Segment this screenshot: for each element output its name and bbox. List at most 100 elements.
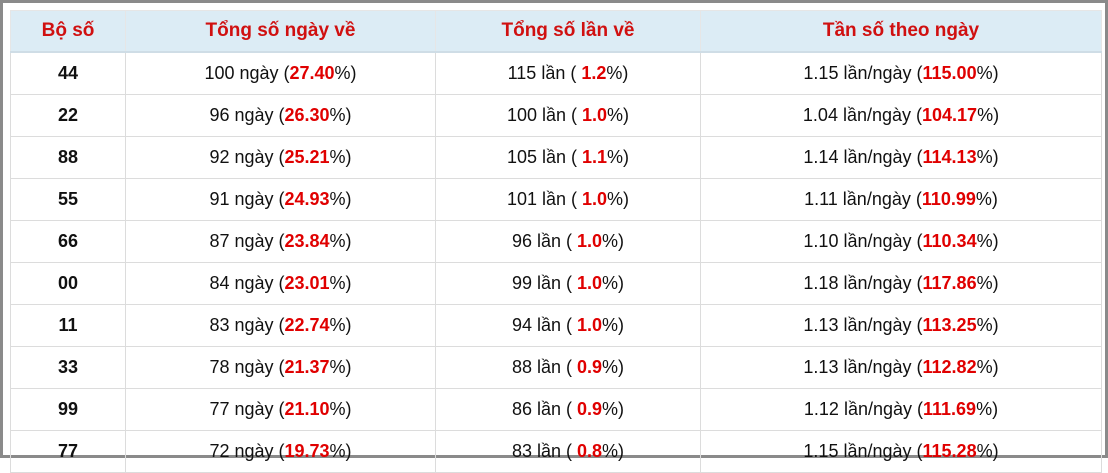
cell-text: 1.14 lần/ngày (: [803, 147, 923, 167]
cell-text: 101 lần (: [506, 189, 583, 209]
stat-cell: 1.13 lần/ngày (112.82%): [700, 346, 1102, 389]
cell-highlight: 104.17: [922, 105, 978, 125]
cell-highlight: 23.84: [284, 231, 330, 251]
cell-text: 1.15 lần/ngày (: [803, 63, 923, 83]
cell-text: 1.13 lần/ngày (: [803, 357, 923, 377]
number-cell: 22: [10, 94, 126, 137]
header-row: Bộ số Tổng số ngày về Tổng số lần về Tần số…: [10, 10, 1102, 53]
number-cell: 00: [10, 262, 126, 305]
cell-highlight: 112.82: [922, 357, 977, 377]
cell-text: 100 ngày (: [204, 63, 290, 83]
header-cell: Bộ số: [10, 10, 126, 53]
cell-highlight: 1.0: [582, 189, 608, 209]
cell-text: 1.15 lần/ngày (: [803, 441, 923, 461]
cell-text: 1.11 lần/ngày (: [804, 189, 922, 209]
cell-text: 1.13 lần/ngày (: [803, 315, 923, 335]
table-row: 11 83 ngày (22.74%) 94 lần ( 1.0%) 1.13 lần…: [10, 304, 1102, 347]
cell-suffix: %): [976, 315, 999, 335]
stat-cell: 100 ngày (27.40%): [125, 51, 436, 95]
stat-cell: 1.15 lần/ngày (115.28%): [700, 430, 1102, 473]
cell-highlight: 19.73: [284, 441, 330, 461]
cell-suffix: %): [976, 441, 999, 461]
stat-cell: 1.04 lần/ngày (104.17%): [700, 94, 1102, 137]
table-row: 00 84 ngày (23.01%) 99 lần ( 1.0%) 1.18 lần…: [10, 262, 1102, 305]
cell-suffix: %): [602, 357, 625, 377]
cell-suffix: %): [329, 315, 352, 335]
cell-suffix: %): [329, 273, 352, 293]
cell-text: 92 ngày (: [209, 147, 285, 167]
cell-text: 91 ngày (: [209, 189, 285, 209]
stat-cell: 1.13 lần/ngày (113.25%): [700, 304, 1102, 347]
number-cell: 44: [10, 51, 126, 95]
cell-suffix: %): [329, 147, 352, 167]
table-row: 77 72 ngày (19.73%) 83 lần ( 0.8%) 1.15 lần…: [10, 430, 1102, 473]
cell-text: 1.04 lần/ngày (: [802, 105, 923, 125]
cell-highlight: 0.8: [577, 441, 603, 461]
stat-cell: 100 lần ( 1.0%): [435, 94, 701, 137]
number-cell: 99: [10, 388, 126, 431]
table-row: 44 100 ngày (27.40%) 115 lần ( 1.2%) 1.15 l…: [10, 51, 1102, 95]
stat-cell: 1.10 lần/ngày (110.34%): [700, 220, 1102, 263]
number-cell: 11: [10, 304, 126, 347]
cell-suffix: %): [602, 231, 625, 251]
cell-highlight: 25.21: [284, 147, 330, 167]
cell-highlight: 26.30: [284, 105, 330, 125]
cell-suffix: %): [977, 105, 1000, 125]
cell-highlight: 1.0: [577, 231, 603, 251]
cell-text: 115 lần (: [507, 63, 582, 83]
stat-cell: 1.12 lần/ngày (111.69%): [700, 388, 1102, 431]
stat-cell: 83 lần ( 0.8%): [435, 430, 701, 473]
cell-suffix: %): [976, 231, 999, 251]
cell-suffix: %): [976, 147, 999, 167]
stat-cell: 101 lần ( 1.0%): [435, 178, 701, 221]
stat-cell: 99 lần ( 1.0%): [435, 262, 701, 305]
table-body: 44 100 ngày (27.40%) 115 lần ( 1.2%) 1.15 l…: [10, 51, 1102, 473]
cell-highlight: 1.0: [577, 315, 603, 335]
cell-highlight: 114.13: [922, 147, 977, 167]
cell-highlight: 23.01: [284, 273, 330, 293]
cell-highlight: 115.28: [922, 441, 977, 461]
number-cell: 88: [10, 136, 126, 179]
table-row: 33 78 ngày (21.37%) 88 lần ( 0.9%) 1.13 lần…: [10, 346, 1102, 389]
cell-text: 84 ngày (: [209, 273, 285, 293]
stat-cell: 86 lần ( 0.9%): [435, 388, 701, 431]
header-cell: Tần số theo ngày: [700, 10, 1102, 53]
cell-highlight: 0.9: [577, 357, 603, 377]
number-cell: 66: [10, 220, 126, 263]
cell-text: 77 ngày (: [209, 399, 285, 419]
cell-highlight: 110.99: [921, 189, 976, 209]
stat-cell: 77 ngày (21.10%): [125, 388, 436, 431]
cell-highlight: 22.74: [284, 315, 330, 335]
cell-suffix: %): [329, 105, 352, 125]
cell-highlight: 24.93: [284, 189, 330, 209]
cell-suffix: %): [976, 63, 999, 83]
cell-highlight: 115.00: [922, 63, 977, 83]
cell-suffix: %): [976, 357, 999, 377]
stat-cell: 1.14 lần/ngày (114.13%): [700, 136, 1102, 179]
cell-suffix: %): [607, 147, 630, 167]
cell-text: 96 lần (: [511, 231, 577, 251]
table-row: 99 77 ngày (21.10%) 86 lần ( 0.9%) 1.12 lần…: [10, 388, 1102, 431]
cell-suffix: %): [329, 357, 352, 377]
table-row: 22 96 ngày (26.30%) 100 lần ( 1.0%) 1.04 lầ…: [10, 94, 1102, 137]
cell-text: 86 lần (: [511, 399, 577, 419]
cell-suffix: %): [602, 273, 625, 293]
cell-suffix: %): [334, 63, 357, 83]
cell-suffix: %): [976, 399, 999, 419]
stat-cell: 84 ngày (23.01%): [125, 262, 436, 305]
stats-table: Bộ số Tổng số ngày về Tổng số lần về Tần số…: [10, 10, 1102, 473]
stat-cell: 83 ngày (22.74%): [125, 304, 436, 347]
cell-text: 83 lần (: [511, 441, 577, 461]
number-cell: 55: [10, 178, 126, 221]
cell-highlight: 1.0: [582, 105, 608, 125]
stat-cell: 94 lần ( 1.0%): [435, 304, 701, 347]
cell-suffix: %): [606, 63, 629, 83]
stat-cell: 105 lần ( 1.1%): [435, 136, 701, 179]
cell-text: 83 ngày (: [209, 315, 285, 335]
cell-highlight: 111.69: [923, 399, 977, 419]
cell-text: 1.10 lần/ngày (: [803, 231, 923, 251]
stat-cell: 72 ngày (19.73%): [125, 430, 436, 473]
stat-cell: 88 lần ( 0.9%): [435, 346, 701, 389]
stat-cell: 96 ngày (26.30%): [125, 94, 436, 137]
